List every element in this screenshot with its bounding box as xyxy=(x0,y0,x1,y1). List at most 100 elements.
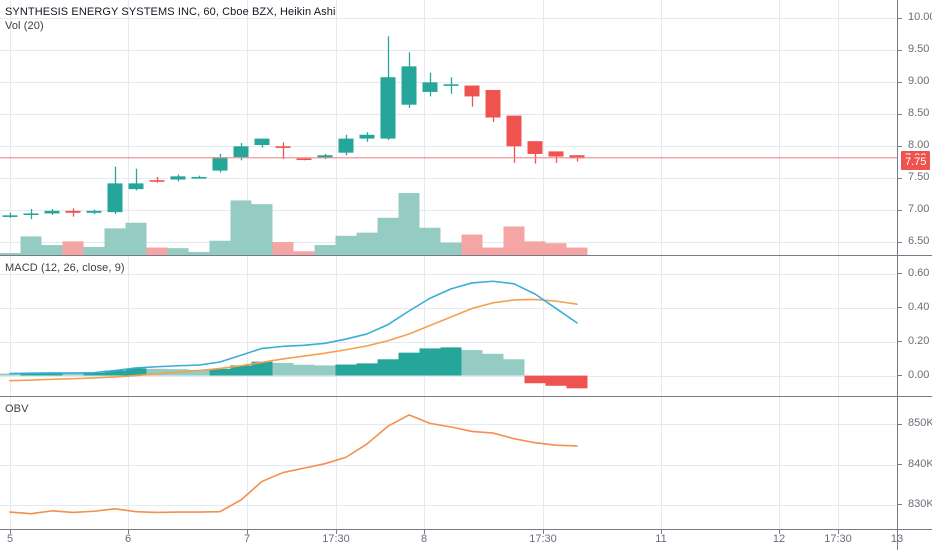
candle-body xyxy=(2,215,18,217)
time-axis-tick: 12 xyxy=(772,533,786,545)
macd-histogram-bar xyxy=(440,347,462,376)
macd-histogram-bar xyxy=(0,373,21,376)
obv-axis-tick: 840K xyxy=(908,457,932,470)
price-axis-tick: 8.00 xyxy=(908,139,930,152)
macd-histogram-bar xyxy=(125,368,147,376)
candle-body xyxy=(107,183,123,213)
candle-body xyxy=(443,84,459,86)
volume-bar xyxy=(482,247,504,255)
macd-histogram-bar xyxy=(482,353,504,376)
macd-histogram-bar xyxy=(83,372,105,376)
price-badge-bid[interactable]: 7.75 xyxy=(901,155,931,171)
candle-body xyxy=(275,146,291,148)
volume-bar xyxy=(314,245,336,255)
volume-bar xyxy=(62,241,84,255)
candle-body xyxy=(338,138,354,153)
macd-axis-tick: 0.00 xyxy=(908,368,930,381)
macd-axis-tick-mark xyxy=(898,341,902,343)
price-axis-tick: 6.50 xyxy=(908,235,930,248)
volume-bar xyxy=(419,227,441,255)
volume-bar xyxy=(125,222,147,255)
candle-body xyxy=(380,77,396,139)
time-axis-tick-mark xyxy=(838,530,839,534)
candle-body xyxy=(506,115,522,147)
time-axis-tick: 17:30 xyxy=(529,533,557,545)
volume-bar xyxy=(377,217,399,255)
macd-histogram-bar xyxy=(209,368,231,376)
time-axis-tick-mark xyxy=(128,530,129,534)
candle-body xyxy=(527,141,543,154)
volume-bar xyxy=(209,240,231,255)
candle-body xyxy=(485,90,501,118)
volume-bar xyxy=(335,235,357,255)
candle-body xyxy=(149,180,165,182)
candle-body xyxy=(44,210,60,214)
macd-histogram-bar xyxy=(398,352,420,376)
candle-body xyxy=(422,82,438,92)
macd-histogram-bar xyxy=(146,368,168,376)
candle-body xyxy=(65,210,81,213)
price-axis-tick-mark xyxy=(898,81,902,83)
volume-bar xyxy=(545,243,567,255)
candle-body xyxy=(317,155,333,158)
macd-histogram-bar xyxy=(419,348,441,376)
candle-body xyxy=(569,155,585,159)
macd-histogram-bar xyxy=(272,362,294,376)
obv-axis-tick: 850K xyxy=(908,417,932,430)
price-axis-tick-mark xyxy=(898,145,902,147)
macd-histogram-bar xyxy=(230,365,252,376)
macd-axis-tick: 0.40 xyxy=(908,300,930,313)
price-axis-tick: 7.50 xyxy=(908,171,930,184)
volume-bar xyxy=(41,245,63,255)
time-axis-tick: 17:30 xyxy=(824,533,852,545)
time-axis-tick: 8 xyxy=(420,533,428,545)
macd-axis-tick: 0.20 xyxy=(908,334,930,347)
time-axis-tick-mark xyxy=(424,530,425,534)
candle-body xyxy=(191,176,207,179)
price-axis-tick-mark xyxy=(898,49,902,51)
macd-histogram-bar xyxy=(356,363,378,376)
volume-bar xyxy=(230,200,252,255)
macd-histogram-bar xyxy=(566,375,588,389)
volume-bar xyxy=(440,242,462,255)
volume-bar xyxy=(566,247,588,255)
candle-body xyxy=(86,210,102,213)
price-axis-tick-mark xyxy=(898,17,902,19)
candle-body xyxy=(359,134,375,139)
candle-body xyxy=(170,176,186,180)
volume-bar xyxy=(503,226,525,255)
volume-bar xyxy=(293,251,315,255)
candle-body xyxy=(401,66,417,105)
macd-histogram-bar xyxy=(377,359,399,376)
macd-axis-tick-mark xyxy=(898,375,902,377)
macd-histogram-bar xyxy=(503,359,525,376)
price-axis-tick-mark xyxy=(898,177,902,179)
macd-histogram-bar xyxy=(20,373,42,376)
macd-histogram-bar xyxy=(62,373,84,376)
price-axis-tick: 10.00 xyxy=(908,11,932,24)
obv-axis-tick-mark xyxy=(898,464,902,465)
time-axis-tick: 17:30 xyxy=(322,533,350,545)
price-axis-tick: 8.50 xyxy=(908,107,930,120)
candle-body xyxy=(23,213,39,216)
time-axis-tick: 11 xyxy=(655,533,667,545)
macd-histogram-bar xyxy=(314,365,336,376)
time-axis-tick-mark xyxy=(543,530,544,534)
macd-histogram-bar xyxy=(188,369,210,376)
macd-histogram-bar xyxy=(41,372,63,376)
macd-histogram-bar xyxy=(524,375,546,384)
candle-body xyxy=(464,85,480,97)
time-axis-tick-mark xyxy=(897,530,898,534)
macd-axis-tick-mark xyxy=(898,307,902,309)
macd-axis-tick: 0.60 xyxy=(908,266,930,279)
macd-histogram-bar xyxy=(545,375,567,386)
time-axis-tick: 13 xyxy=(890,533,904,545)
macd-histogram-bar xyxy=(251,361,273,376)
macd-signal-line xyxy=(9,298,578,382)
volume-bar xyxy=(188,251,210,255)
obv-line xyxy=(9,414,578,515)
macd-histogram-bar xyxy=(104,370,126,376)
macd-histogram-bar xyxy=(335,364,357,376)
